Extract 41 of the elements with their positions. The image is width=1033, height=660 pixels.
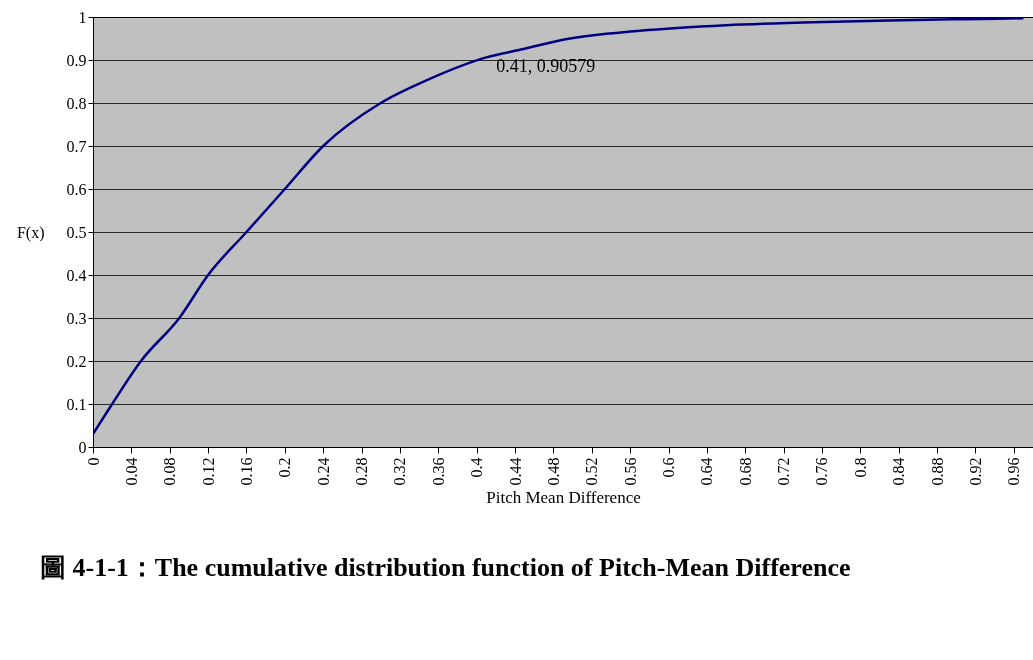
y-tick-label: 0.7	[66, 137, 87, 155]
line-series	[93, 17, 1025, 436]
y-tick-label: 1	[78, 8, 87, 26]
x-tick-label: 0.4	[468, 457, 486, 478]
x-axis-title: Pitch Mean Difference	[486, 487, 641, 507]
x-tick-label: 0.44	[506, 457, 524, 486]
x-tick-label: 0.96	[1005, 457, 1023, 486]
x-tick-label: 0.04	[122, 457, 140, 486]
y-tick-label: 0.3	[66, 309, 87, 327]
x-tick-label: 0.76	[813, 457, 831, 486]
y-tick-label: 0.8	[66, 94, 87, 112]
x-tick-label: 0.8	[851, 457, 869, 478]
y-tick-label: 0.2	[66, 352, 87, 370]
x-tick-label: 0.32	[391, 457, 409, 486]
x-tick-label: 0.28	[353, 457, 371, 486]
y-tick-label: 0.5	[66, 223, 87, 241]
x-tick-label: 0.56	[621, 457, 639, 486]
x-tick-label: 0.08	[161, 457, 179, 486]
y-tick-label: 0	[78, 438, 87, 456]
x-tick-label: 0.64	[698, 457, 716, 486]
y-axis-title: F(x)	[16, 223, 45, 242]
x-tick-label: 0.12	[199, 457, 217, 486]
x-tick-label: 0.48	[544, 457, 562, 486]
y-tick-label: 0.9	[66, 51, 87, 69]
x-tick-label: 0.16	[237, 457, 255, 486]
x-tick-label: 0.24	[314, 457, 332, 486]
x-tick-label: 0	[84, 457, 102, 466]
x-tick-label: 0.36	[429, 457, 447, 486]
x-tick-label: 0.92	[966, 457, 984, 486]
y-tick-label: 0.4	[66, 266, 87, 284]
y-tick-label: 0.1	[66, 395, 87, 413]
x-tick-label: 0.68	[736, 457, 754, 486]
x-tick-label: 0.6	[660, 457, 678, 478]
annotation: 0.41, 0.90579	[496, 55, 596, 76]
x-tick-label: 0.88	[928, 457, 946, 486]
x-tick-label: 0.52	[583, 457, 601, 486]
x-tick-label: 0.72	[775, 457, 793, 486]
text: 圖 4-1-1：The cumulative distribution function of Pitch-Mean Difference	[40, 553, 851, 582]
x-tick-label: 0.2	[276, 457, 294, 478]
y-tick-label: 0.6	[66, 180, 87, 198]
x-tick-label: 0.84	[890, 457, 908, 486]
